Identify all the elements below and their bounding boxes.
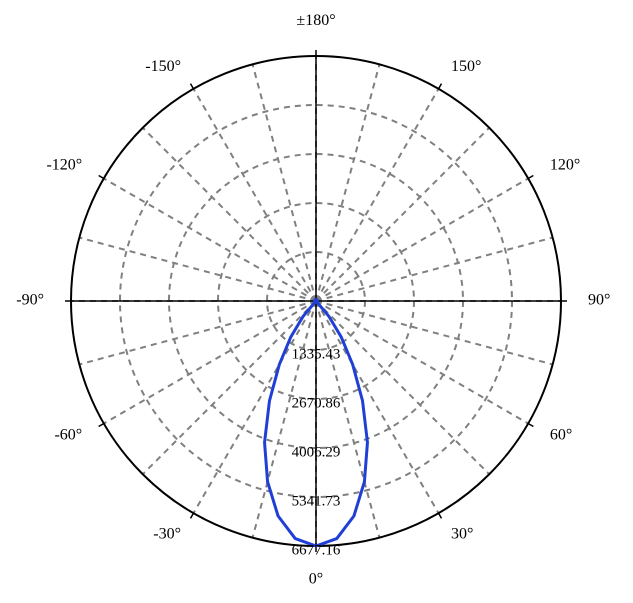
radial-label: 5341.73 bbox=[292, 493, 341, 509]
polar-chart: 0° 30° 60° 90° 120° 150° ±180° -150° -120° -90° -6… bbox=[0, 0, 633, 603]
radial-label: 6677.16 bbox=[292, 542, 341, 558]
angle-label: 150° bbox=[451, 58, 481, 75]
angle-label: 30° bbox=[451, 525, 473, 542]
angle-label: 60° bbox=[550, 427, 572, 444]
angle-label: -90° bbox=[16, 292, 44, 309]
angle-label: -30° bbox=[153, 525, 181, 542]
angle-label: 90° bbox=[588, 292, 610, 309]
angle-label: ±180° bbox=[296, 12, 335, 29]
radial-label: 1335.43 bbox=[292, 346, 341, 362]
polar-chart-svg: 0° 30° 60° 90° 120° 150° ±180° -150° -120° -90° -6… bbox=[0, 0, 633, 603]
angle-label: 0° bbox=[309, 570, 323, 587]
angle-label: 120° bbox=[550, 157, 580, 174]
angle-label: -150° bbox=[145, 58, 181, 75]
angle-label: -60° bbox=[54, 427, 82, 444]
angle-label: -120° bbox=[46, 157, 82, 174]
radial-label: 4006.29 bbox=[292, 444, 341, 460]
radial-label: 2670.86 bbox=[292, 395, 341, 411]
